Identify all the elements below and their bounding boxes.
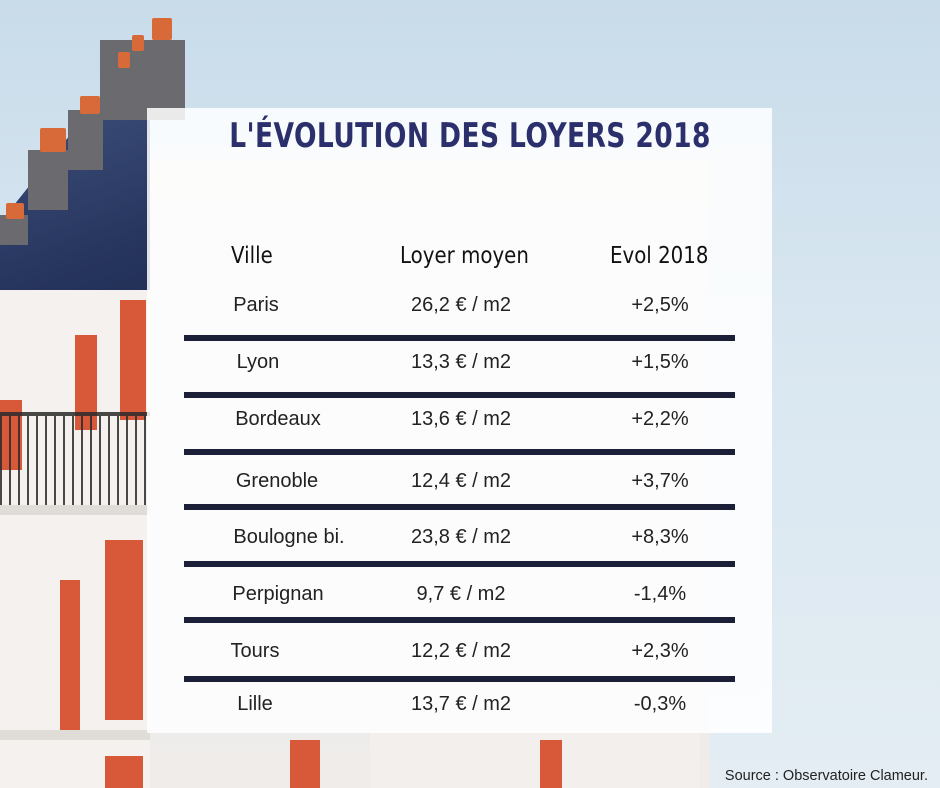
source-note: Source : Observatoire Clameur. bbox=[724, 768, 928, 784]
row-divider bbox=[184, 617, 735, 623]
cell-rent: 23,8 € / m2 bbox=[410, 526, 512, 548]
cell-rent: 9,7 € / m2 bbox=[416, 583, 506, 605]
cell-city: Paris bbox=[233, 294, 279, 316]
page-title: L'ÉVOLUTION DES LOYERS 2018 bbox=[229, 116, 711, 156]
row-divider bbox=[184, 335, 735, 341]
row-divider bbox=[184, 392, 735, 398]
chimney-pot bbox=[80, 96, 100, 114]
chimney-pot bbox=[152, 18, 172, 40]
balcony-railing bbox=[0, 412, 150, 506]
chimney-pot bbox=[132, 35, 144, 51]
cell-city: Lyon bbox=[236, 351, 280, 373]
chimney bbox=[68, 110, 103, 170]
cell-rent: 12,4 € / m2 bbox=[410, 470, 512, 492]
cell-city: Lille bbox=[237, 693, 273, 715]
brick-wall bbox=[75, 335, 97, 430]
cell-city: Perpignan bbox=[232, 583, 324, 605]
table-panel bbox=[147, 108, 772, 733]
chimney-pot bbox=[40, 128, 66, 152]
row-divider bbox=[184, 504, 735, 510]
brick-wall bbox=[290, 740, 320, 788]
cell-rent: 12,2 € / m2 bbox=[410, 640, 512, 662]
row-divider bbox=[184, 449, 735, 455]
cell-rent: 13,3 € / m2 bbox=[410, 351, 512, 373]
cell-evol: +3,7% bbox=[631, 470, 689, 492]
header-rent: Loyer moyen bbox=[400, 243, 529, 269]
cell-city: Bordeaux bbox=[235, 408, 321, 430]
chimney bbox=[0, 215, 28, 245]
chimney-pot bbox=[118, 52, 130, 68]
ledge bbox=[0, 505, 150, 515]
brick-wall bbox=[105, 540, 143, 720]
cell-evol: -1,4% bbox=[633, 583, 687, 605]
cell-rent: 13,6 € / m2 bbox=[410, 408, 512, 430]
building-base bbox=[370, 732, 700, 788]
brick-wall bbox=[60, 580, 80, 730]
cell-evol: -0,3% bbox=[633, 693, 687, 715]
row-divider bbox=[184, 676, 735, 682]
header-evol: Evol 2018 bbox=[610, 243, 709, 269]
cell-evol: +8,3% bbox=[631, 526, 689, 548]
chimney bbox=[100, 40, 185, 120]
cell-city: Grenoble bbox=[235, 470, 319, 492]
chimney-pot bbox=[6, 203, 24, 219]
brick-wall bbox=[540, 740, 562, 788]
cell-evol: +1,5% bbox=[631, 351, 689, 373]
ledge bbox=[0, 730, 150, 740]
cell-rent: 26,2 € / m2 bbox=[410, 294, 512, 316]
brick-wall bbox=[105, 756, 143, 788]
cell-evol: +2,2% bbox=[631, 408, 689, 430]
cell-evol: +2,5% bbox=[631, 294, 689, 316]
cell-city: Tours bbox=[230, 640, 280, 662]
cell-evol: +2,3% bbox=[631, 640, 689, 662]
chimney bbox=[28, 150, 68, 210]
header-city: Ville bbox=[231, 243, 273, 269]
cell-city: Boulogne bi. bbox=[233, 526, 345, 548]
row-divider bbox=[184, 561, 735, 567]
cell-rent: 13,7 € / m2 bbox=[410, 693, 512, 715]
brick-wall bbox=[120, 300, 146, 420]
